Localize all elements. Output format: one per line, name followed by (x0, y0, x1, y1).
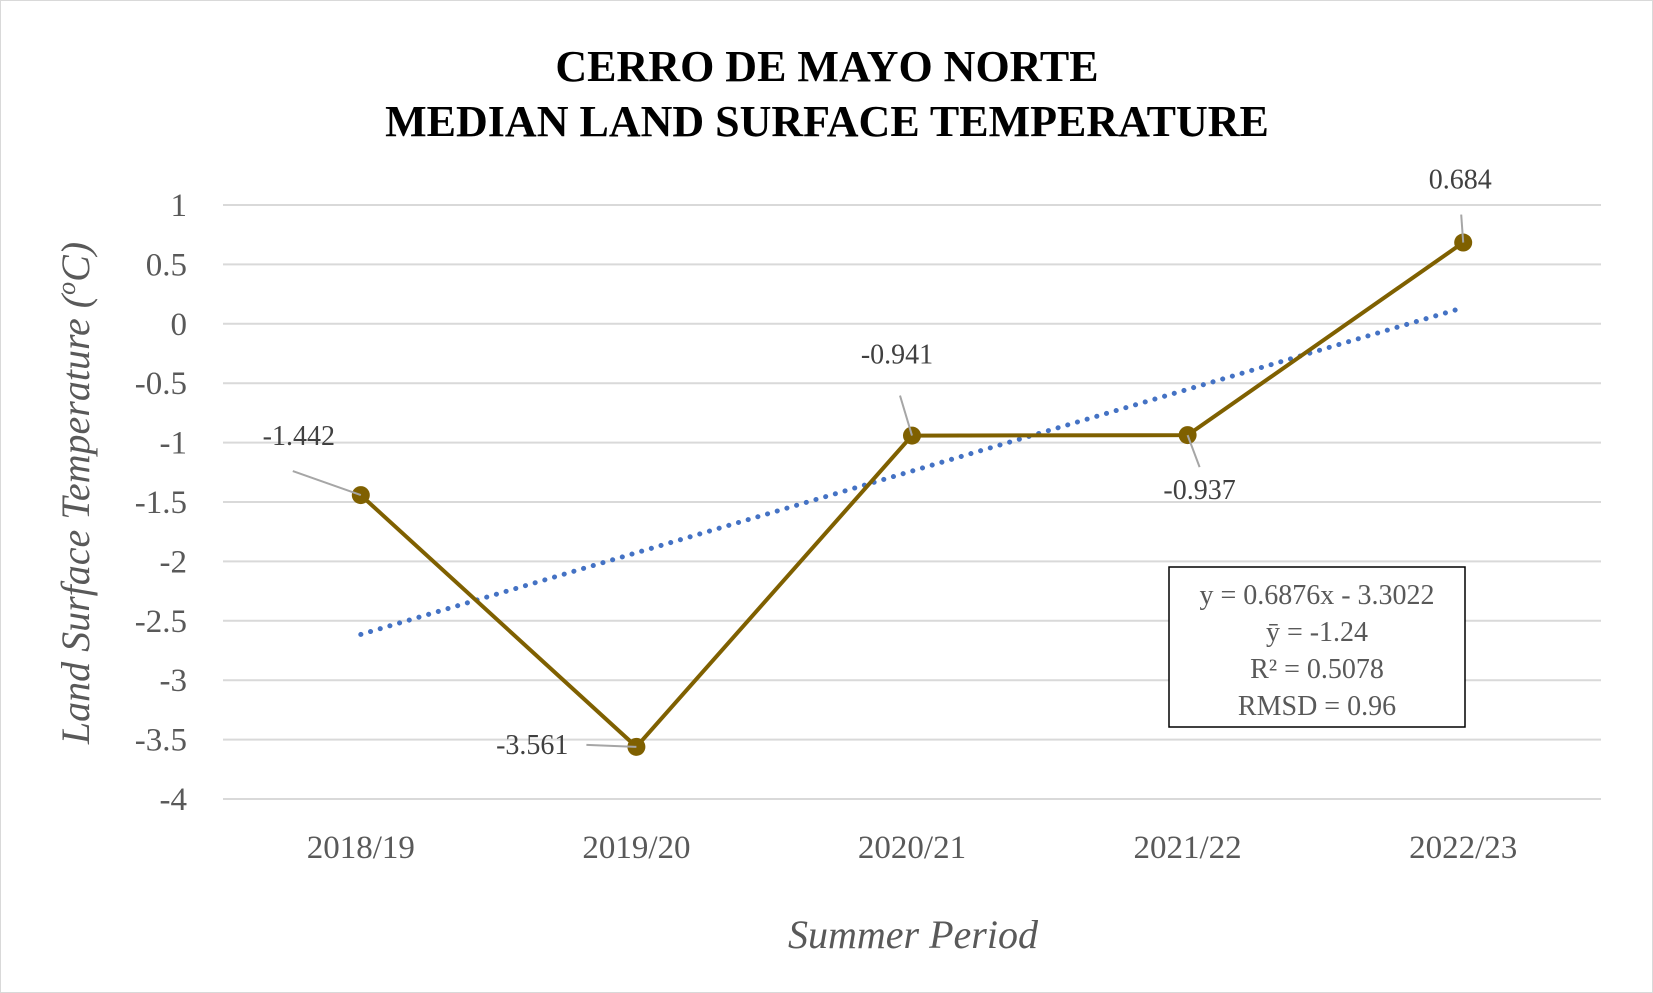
y-tick-label: -0.5 (135, 366, 187, 402)
linear-trendline (358, 305, 1466, 637)
stats-mean: ȳ = -1.24 (1266, 617, 1368, 648)
y-tick-label: -2 (160, 544, 188, 580)
y-tick-label: -4 (160, 782, 188, 818)
trendline-stats-box: y = 0.6876x - 3.3022 ȳ = -1.24 R² = 0.50… (1168, 566, 1466, 728)
stats-rmsd: RMSD = 0.96 (1238, 691, 1396, 722)
data-label-leader (292, 470, 362, 497)
y-tick-label: -3 (160, 663, 188, 699)
x-tick-label: 2019/20 (582, 830, 690, 866)
x-tick-label: 2020/21 (858, 830, 966, 866)
y-tick-label: -3.5 (135, 723, 187, 759)
data-label-leader (899, 395, 913, 436)
x-tick-label: 2022/23 (1409, 830, 1517, 866)
data-label: -3.561 (496, 730, 568, 761)
y-tick-label: -2.5 (135, 604, 187, 640)
y-axis-title-main: Land Surface Temperature ( (53, 292, 98, 745)
stats-r-squared: R² = 0.5078 (1250, 654, 1384, 685)
x-axis-ticks: 2018/19 2019/20 2020/21 2021/22 2022/23 (307, 830, 1518, 866)
x-tick-label: 2021/22 (1134, 830, 1242, 866)
data-label: -0.941 (861, 340, 933, 371)
y-tick-label: -1 (160, 426, 188, 462)
y-axis-title-end: C) (53, 242, 98, 282)
data-label-leader (1186, 434, 1201, 468)
x-tick-label: 2018/19 (307, 830, 415, 866)
data-label: -0.937 (1163, 475, 1235, 506)
chart-title-line-2: MEDIAN LAND SURFACE TEMPERATURE (385, 97, 1269, 146)
data-labels-group: -1.442 -3.561 -0.941 -0.937 0.684 (263, 165, 1492, 761)
y-axis-title: Land Surface Temperature (oC) (52, 242, 99, 745)
stats-box-frame (1168, 566, 1466, 728)
y-tick-label: -1.5 (135, 485, 187, 521)
data-label-leader (1460, 214, 1465, 243)
y-axis-ticks: 1 0.5 0 -0.5 -1 -1.5 -2 -2.5 -3 -3.5 -4 (135, 188, 187, 818)
stats-equation: y = 0.6876x - 3.3022 (1199, 580, 1434, 611)
y-tick-label: 0 (171, 307, 188, 343)
y-axis-title-superscript: o (52, 282, 81, 295)
data-label: -1.442 (263, 421, 335, 452)
y-tick-label: 0.5 (146, 247, 187, 283)
data-label: 0.684 (1429, 165, 1492, 196)
x-axis-title: Summer Period (788, 912, 1039, 957)
y-tick-label: 1 (171, 188, 188, 224)
chart-title-line-1: CERRO DE MAYO NORTE (555, 42, 1098, 91)
data-label-leader (586, 743, 637, 748)
trendline-group (358, 305, 1466, 637)
